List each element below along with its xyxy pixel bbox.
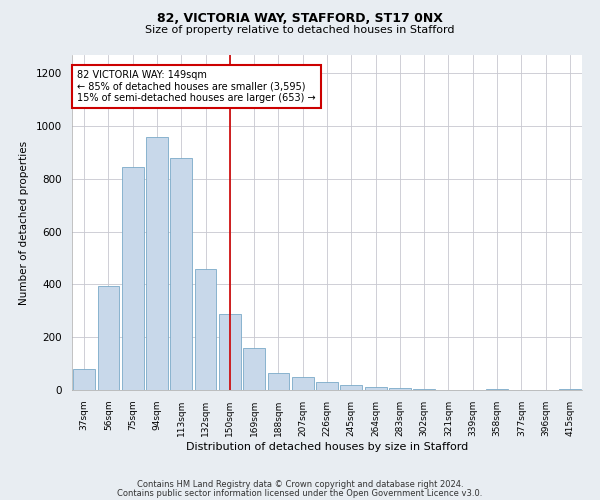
X-axis label: Distribution of detached houses by size in Stafford: Distribution of detached houses by size … xyxy=(186,442,468,452)
Bar xyxy=(389,388,411,390)
Bar xyxy=(413,388,435,390)
Bar xyxy=(559,388,581,390)
Text: Contains public sector information licensed under the Open Government Licence v3: Contains public sector information licen… xyxy=(118,490,482,498)
Bar xyxy=(365,388,386,390)
Bar xyxy=(268,373,289,390)
Text: 82, VICTORIA WAY, STAFFORD, ST17 0NX: 82, VICTORIA WAY, STAFFORD, ST17 0NX xyxy=(157,12,443,26)
Bar xyxy=(243,348,265,390)
Y-axis label: Number of detached properties: Number of detached properties xyxy=(19,140,29,304)
Bar xyxy=(97,286,119,390)
Bar xyxy=(194,268,217,390)
Text: 82 VICTORIA WAY: 149sqm
← 85% of detached houses are smaller (3,595)
15% of semi: 82 VICTORIA WAY: 149sqm ← 85% of detache… xyxy=(77,70,316,103)
Text: Contains HM Land Registry data © Crown copyright and database right 2024.: Contains HM Land Registry data © Crown c… xyxy=(137,480,463,489)
Bar xyxy=(170,158,192,390)
Bar xyxy=(122,167,143,390)
Bar xyxy=(219,314,241,390)
Bar xyxy=(486,388,508,390)
Bar xyxy=(73,369,95,390)
Bar xyxy=(146,137,168,390)
Text: Size of property relative to detached houses in Stafford: Size of property relative to detached ho… xyxy=(145,25,455,35)
Bar xyxy=(316,382,338,390)
Bar xyxy=(340,384,362,390)
Bar xyxy=(292,378,314,390)
